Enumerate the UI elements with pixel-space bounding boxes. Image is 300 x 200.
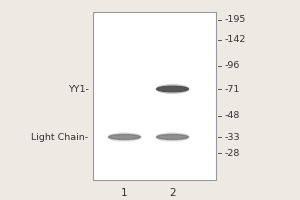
Ellipse shape [156, 133, 189, 141]
Text: 1: 1 [121, 188, 128, 198]
Text: -96: -96 [225, 62, 240, 71]
Text: Light Chain-: Light Chain- [32, 132, 88, 142]
Ellipse shape [156, 85, 189, 93]
Text: -195: -195 [225, 16, 246, 24]
Text: -71: -71 [225, 84, 240, 94]
Ellipse shape [109, 134, 140, 140]
Bar [93, 12, 216, 180]
Ellipse shape [108, 133, 141, 141]
Text: YY1-: YY1- [68, 84, 88, 94]
Ellipse shape [157, 86, 188, 92]
Text: -28: -28 [225, 148, 240, 158]
Text: -48: -48 [225, 111, 240, 120]
Text: -142: -142 [225, 36, 246, 45]
Text: 2: 2 [169, 188, 176, 198]
Text: -33: -33 [225, 132, 241, 142]
Ellipse shape [157, 134, 188, 140]
